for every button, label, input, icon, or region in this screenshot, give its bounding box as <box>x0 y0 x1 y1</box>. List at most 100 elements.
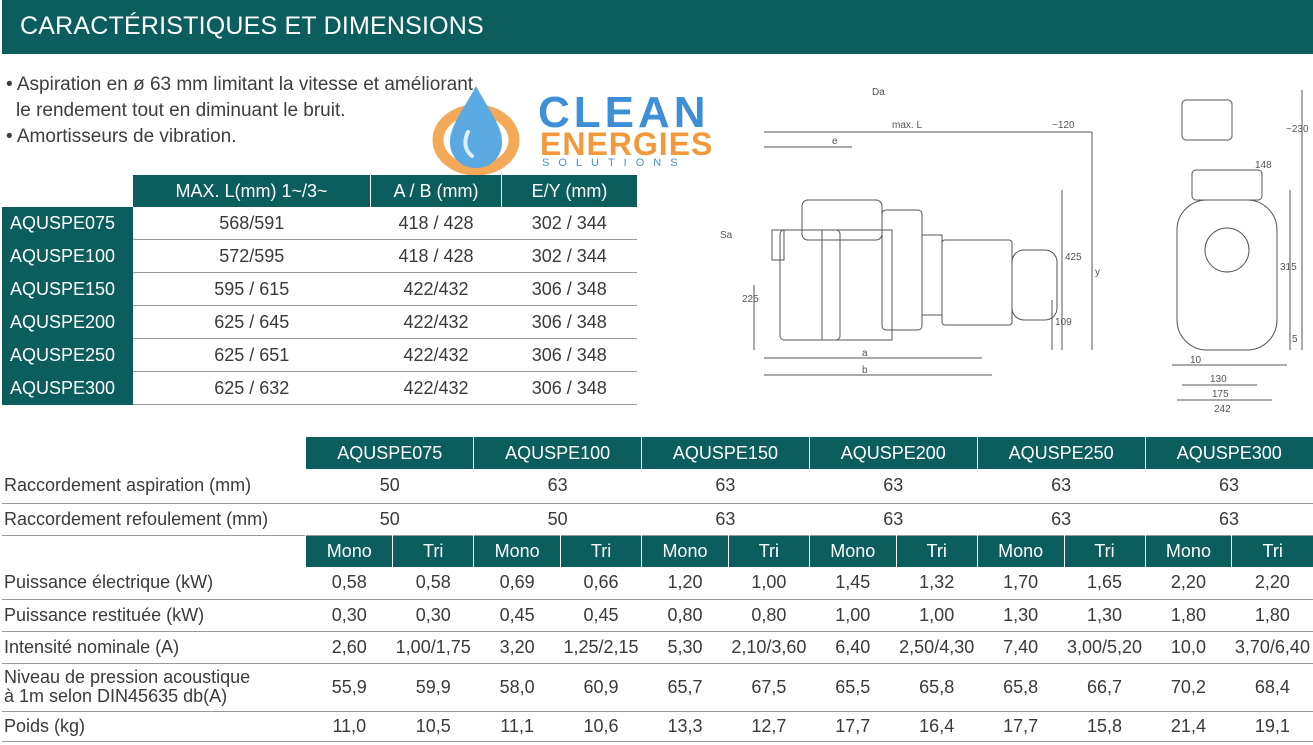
phase-header: Mono <box>808 535 897 567</box>
section-title: CARACTÉRISTIQUES ET DIMENSIONS <box>20 12 484 40</box>
model-header: AQUSPE200 <box>808 437 978 469</box>
label-230: ~230 <box>1286 124 1309 135</box>
value-cell: 0,45 <box>473 599 561 632</box>
value-cell: 65,8 <box>977 663 1065 712</box>
max-l-cell: 595 / 615 <box>133 272 371 306</box>
value-cell: 10,5 <box>392 711 474 742</box>
value-cell: 1,25/2,15 <box>560 631 642 664</box>
ey-cell: 306 / 348 <box>501 272 637 306</box>
label-e: e <box>832 136 838 147</box>
ab-cell: 422/432 <box>370 272 502 306</box>
phase-header: Mono <box>305 535 393 567</box>
value-cell: 2,10/3,60 <box>728 631 810 664</box>
phase-header: Mono <box>976 535 1065 567</box>
value-cell: 1,00 <box>809 599 897 632</box>
feature-list: • Aspiration en ø 63 mm limitant la vite… <box>6 72 473 150</box>
value-cell: 63 <box>715 508 736 529</box>
ab-cell: 422/432 <box>370 338 502 372</box>
max-l-cell: 625 / 651 <box>133 338 371 372</box>
label-y: y <box>1095 267 1100 278</box>
max-l-cell: 625 / 645 <box>133 305 371 339</box>
dimensions-table: MAX. L(mm) 1~/3~ A / B (mm) E/Y (mm) AQU… <box>2 175 637 405</box>
col-header-ey: E/Y (mm) <box>501 175 637 207</box>
value-cell: 3,70/6,40 <box>1231 631 1313 664</box>
value-cell: 63 <box>809 469 978 504</box>
value-cell: 10,0 <box>1145 631 1232 664</box>
phase-header: Tri <box>895 535 978 567</box>
value-cell: 19,1 <box>1231 711 1313 742</box>
value-cell: 16,4 <box>896 711 978 742</box>
label-130: 130 <box>1210 374 1227 385</box>
label-10: 10 <box>1190 355 1202 366</box>
table-row: Raccordement refoulement (mm) 50 50 63 6… <box>2 503 1313 535</box>
value-cell: 68,4 <box>1231 663 1313 712</box>
logo-word-energies: ENERGIES <box>540 126 714 162</box>
value-cell: 1,32 <box>896 567 978 600</box>
table-row: Puissance électrique (kW) 0,58 0,58 0,69… <box>2 567 1313 600</box>
model-header: AQUSPE075 <box>305 437 474 469</box>
row-label: Puissance électrique (kW) <box>2 567 306 600</box>
phase-header: Tri <box>1231 535 1313 567</box>
value-cell: 50 <box>305 469 474 504</box>
value-cell: 2,60 <box>305 631 393 664</box>
col-header-max-l: MAX. L(mm) 1~/3~ <box>133 175 371 207</box>
ey-cell: 302 / 344 <box>501 239 637 273</box>
table-row: Poids (kg) 11,0 10,5 11,1 10,6 13,3 12,7… <box>2 711 1313 742</box>
value-cell: 17,7 <box>977 711 1065 742</box>
col-header-ab: A / B (mm) <box>370 175 502 207</box>
table-row: AQUSPE300 625 / 632 422/432 306 / 348 <box>2 371 637 405</box>
value-cell: 60,9 <box>560 663 642 712</box>
specifications-table: AQUSPE075 AQUSPE100 AQUSPE150 AQUSPE200 … <box>2 437 1313 742</box>
label-120: ~120 <box>1052 120 1075 131</box>
phase-header: Tri <box>1063 535 1146 567</box>
ey-cell: 302 / 344 <box>501 207 637 240</box>
model-label: AQUSPE150 <box>2 272 133 306</box>
value-cell: 66,7 <box>1064 663 1146 712</box>
value-cell: 63 <box>883 508 904 529</box>
label-max-l: max. L <box>892 120 922 131</box>
model-label: AQUSPE250 <box>2 338 133 372</box>
value-cell: 17,7 <box>809 711 897 742</box>
ey-cell: 306 / 348 <box>501 338 637 372</box>
phase-header-row: Mono Tri Mono Tri Mono Tri Mono Tri Mono… <box>2 535 1313 567</box>
value-cell: 7,40 <box>977 631 1065 664</box>
label-175: 175 <box>1212 389 1229 400</box>
value-cell: 50 <box>379 508 400 529</box>
model-label: AQUSPE100 <box>2 239 133 273</box>
value-cell: 1,20 <box>641 567 729 600</box>
table-row: AQUSPE150 595 / 615 422/432 306 / 348 <box>2 272 637 306</box>
logo-word-solutions: SOLUTIONS <box>542 157 687 169</box>
value-cell: 55,9 <box>305 663 393 712</box>
pump-dimension-drawing: Da max. L ~120 e Sa 225 y 425 109 a b ~2… <box>720 87 1309 415</box>
value-cell: 58,0 <box>473 663 561 712</box>
label-109: 109 <box>1055 317 1072 328</box>
ab-cell: 418 / 428 <box>370 239 502 273</box>
row-label-line: Niveau de pression acoustique <box>4 667 251 687</box>
value-cell: 0,30 <box>392 599 474 632</box>
row-label: Niveau de pression acoustique à 1m selon… <box>2 663 306 712</box>
value-cell: 70,2 <box>1145 663 1232 712</box>
value-cell: 1,70 <box>977 567 1065 600</box>
ab-cell: 422/432 <box>370 305 502 339</box>
value-cell: 2,20 <box>1231 567 1313 600</box>
row-label: Raccordement refoulement (mm) <box>4 508 269 529</box>
value-cell: 1,30 <box>977 599 1065 632</box>
value-cell: 11,0 <box>305 711 393 742</box>
ey-cell: 306 / 348 <box>501 371 637 405</box>
value-cell: 21,4 <box>1145 711 1232 742</box>
value-cell: 0,58 <box>392 567 474 600</box>
value-cell: 65,5 <box>809 663 897 712</box>
row-label: Raccordement aspiration (mm) <box>2 469 306 504</box>
ab-cell: 418 / 428 <box>370 207 502 240</box>
value-cell: 0,69 <box>473 567 561 600</box>
label-sa: Sa <box>720 230 733 241</box>
table-row: Puissance restituée (kW) 0,30 0,30 0,45 … <box>2 599 1313 632</box>
value-cell: 15,8 <box>1064 711 1146 742</box>
table-row: AQUSPE100 572/595 418 / 428 302 / 344 <box>2 239 637 273</box>
value-cell: 59,9 <box>392 663 474 712</box>
value-cell: 63 <box>977 469 1146 504</box>
label-425: 425 <box>1065 252 1082 263</box>
section-header: CARACTÉRISTIQUES ET DIMENSIONS <box>2 0 1313 54</box>
table-row: Intensité nominale (A) 2,60 1,00/1,75 3,… <box>2 631 1313 664</box>
label-315: 315 <box>1280 262 1297 273</box>
